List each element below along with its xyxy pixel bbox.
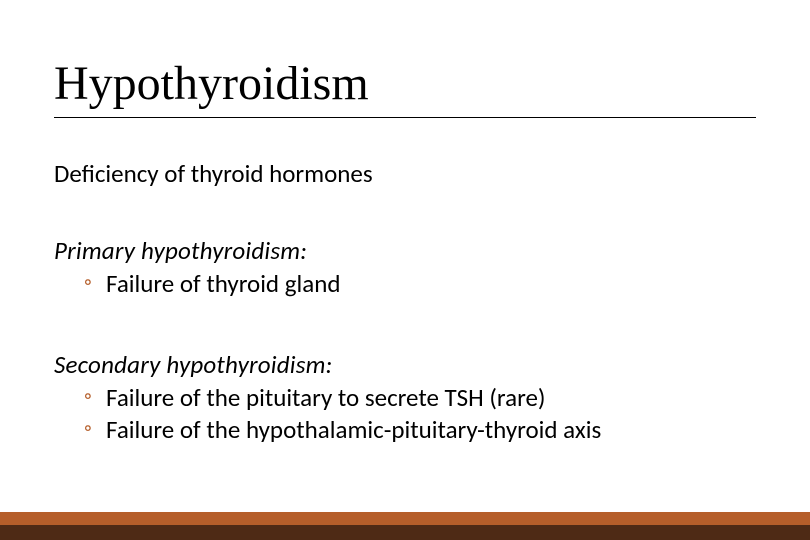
section-heading-primary: Primary hypothyroidism:	[54, 235, 756, 266]
footer-stripe-bottom	[0, 525, 810, 540]
title-underline	[54, 117, 756, 118]
bullet-list-primary: Failure of thyroid gland	[54, 268, 756, 301]
title-block: Hypothyroidism	[54, 58, 756, 118]
bullet-list-secondary: Failure of the pituitary to secrete TSH …	[54, 382, 756, 447]
section-heading-secondary: Secondary hypothyroidism:	[54, 349, 756, 380]
list-item: Failure of the hypothalamic-pituitary-th…	[92, 414, 756, 447]
content-area: Deficiency of thyroid hormones Primary h…	[54, 158, 756, 447]
slide: Hypothyroidism Deficiency of thyroid hor…	[0, 0, 810, 540]
footer-stripe-top	[0, 512, 810, 525]
list-item: Failure of the pituitary to secrete TSH …	[92, 382, 756, 415]
slide-title: Hypothyroidism	[54, 58, 756, 111]
intro-text: Deficiency of thyroid hormones	[54, 158, 756, 189]
footer-bar	[0, 512, 810, 540]
list-item: Failure of thyroid gland	[92, 268, 756, 301]
